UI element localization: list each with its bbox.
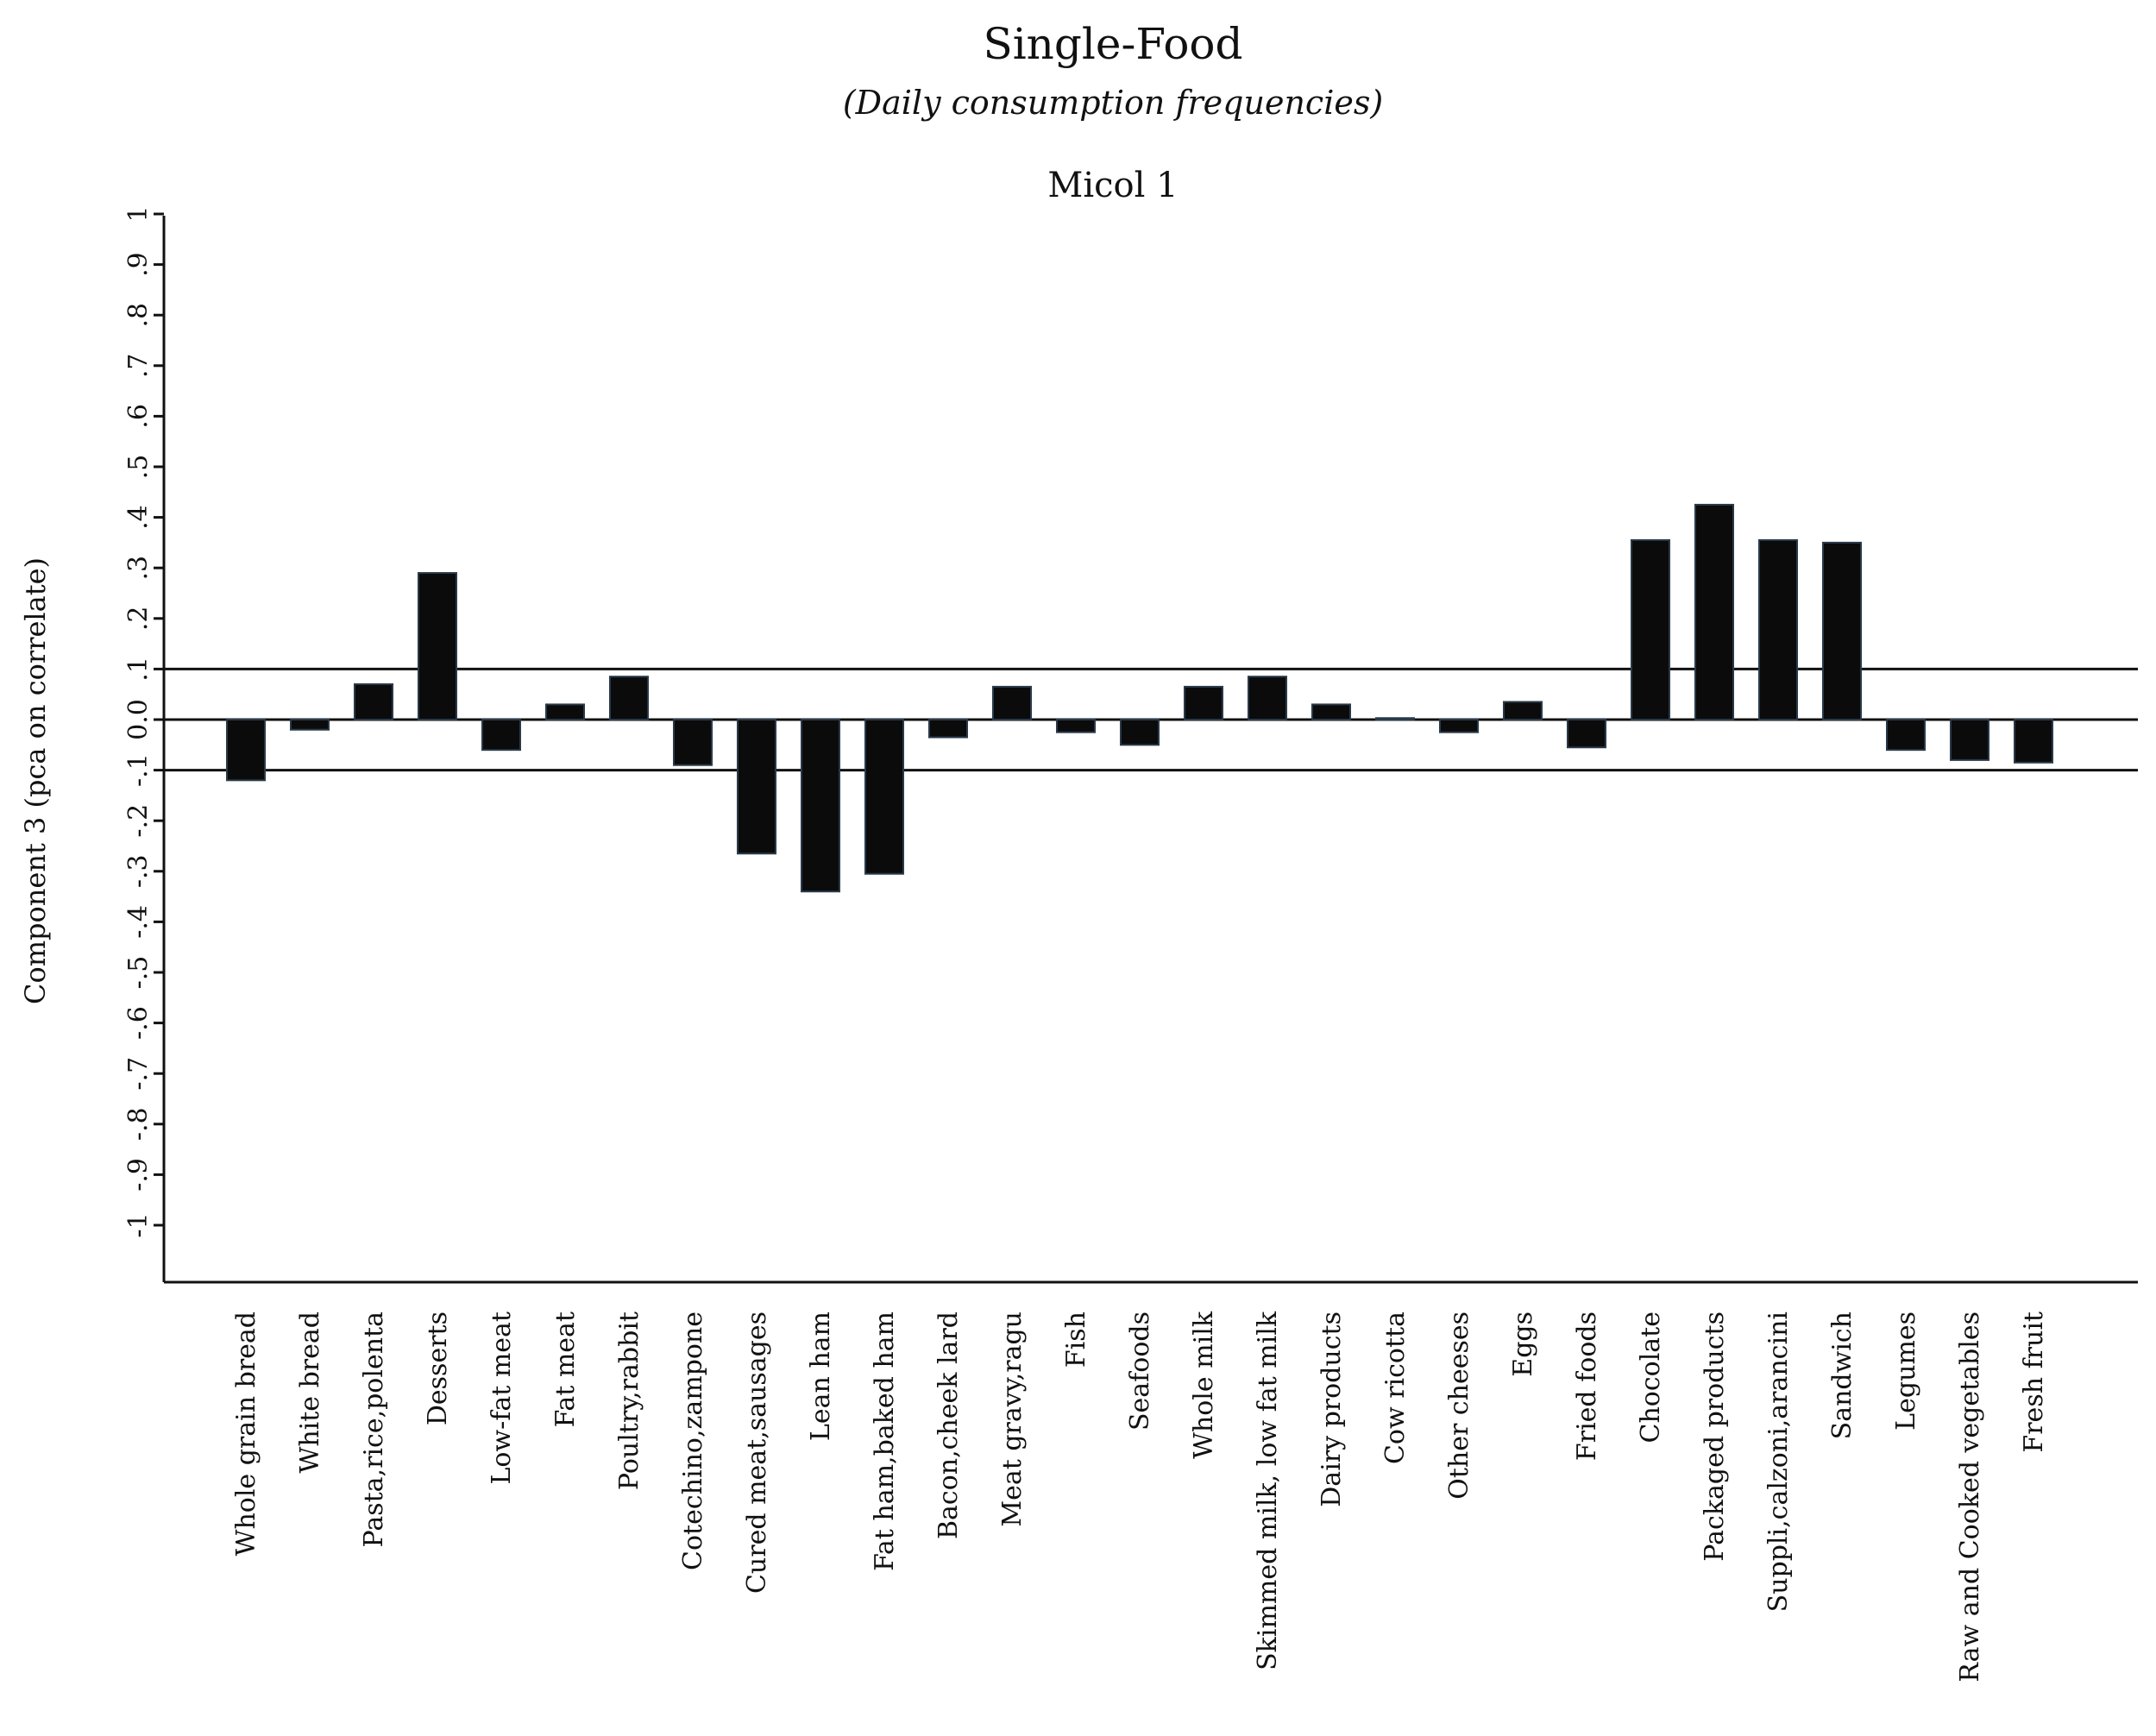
bar: [354, 682, 393, 720]
x-category-label: Suppli,calzoni,arancini: [1763, 1311, 1794, 1612]
bar: [1120, 719, 1160, 746]
chart-subtitle: (Daily consumption frequencies): [843, 84, 1383, 122]
bar: [418, 572, 457, 720]
x-category-label: Cotechino,zampone: [678, 1311, 708, 1570]
chart-title: Single-Food: [983, 19, 1242, 69]
y-axis-label: Component 3 (pca on correlate): [19, 557, 52, 1004]
bar: [1822, 541, 1862, 721]
y-tick-label: -.9: [123, 1158, 154, 1192]
bar: [2014, 719, 2053, 764]
x-category-label: Legumes: [1891, 1311, 1921, 1431]
x-category-label: Dairy products: [1317, 1311, 1347, 1507]
bar: [1056, 719, 1096, 733]
bar: [1503, 701, 1543, 720]
bar: [928, 719, 968, 739]
y-tick-label: -.2: [123, 804, 154, 838]
x-category-label: Skimmed milk, low fat milk: [1253, 1311, 1283, 1670]
y-tick-label: .7: [123, 353, 154, 378]
bar: [1631, 538, 1670, 720]
x-category-label: Eggs: [1508, 1311, 1538, 1377]
y-tick-label: .9: [123, 252, 154, 277]
bar: [481, 719, 521, 752]
x-category-label: Chocolate: [1636, 1311, 1666, 1444]
y-tick-label: -.8: [123, 1107, 154, 1141]
x-category-label: Fresh fruit: [2019, 1311, 2049, 1453]
bar: [737, 719, 776, 855]
y-tick-label: -.1: [123, 753, 154, 787]
bar: [1950, 719, 1989, 761]
bar: [1758, 538, 1798, 720]
bar: [864, 719, 904, 875]
x-category-label: Bacon,cheek lard: [933, 1311, 964, 1539]
y-tick-label: -.4: [123, 905, 154, 939]
y-tick-label: -.6: [123, 1006, 154, 1040]
bar: [992, 685, 1032, 720]
x-category-label: Fat meat: [550, 1311, 581, 1427]
y-tick-label: -.5: [123, 956, 154, 990]
bar: [1567, 719, 1606, 749]
x-category-label: Whole grain bread: [231, 1311, 261, 1556]
x-category-label: Whole milk: [1189, 1311, 1219, 1459]
y-tick-label: .4: [123, 505, 154, 530]
bar: [1886, 719, 1926, 752]
x-category-label: Fish: [1061, 1311, 1091, 1368]
x-category-label: Raw and Cooked vegetables: [1955, 1311, 1985, 1683]
y-tick-label: .5: [123, 455, 154, 480]
bar: [1311, 703, 1351, 720]
x-category-label: White bread: [295, 1311, 325, 1474]
x-category-label: Desserts: [423, 1311, 453, 1425]
bar: [290, 719, 330, 731]
x-category-label: Cured meat,sausages: [742, 1311, 772, 1594]
y-tick-label: .1: [123, 657, 154, 682]
bar: [226, 719, 266, 782]
y-tick-label: .3: [123, 556, 154, 581]
x-category-label: Meat gravy,ragu: [997, 1311, 1028, 1527]
bar: [673, 719, 713, 766]
y-tick-label: 0.0: [123, 699, 154, 740]
bar: [1184, 685, 1223, 720]
y-tick-label: 1: [123, 205, 154, 222]
x-category-label: Sandwich: [1827, 1311, 1857, 1439]
y-tick-label: -.3: [123, 854, 154, 888]
x-category-label: Other cheeses: [1444, 1311, 1474, 1500]
bar: [1439, 719, 1479, 733]
x-category-label: Seafoods: [1125, 1311, 1155, 1431]
y-tick-label: -1: [123, 1212, 154, 1237]
x-category-label: Pasta,rice,polenta: [359, 1311, 389, 1548]
bar: [609, 676, 649, 721]
y-tick-label: -.7: [123, 1057, 154, 1091]
y-tick-label: .2: [123, 606, 154, 631]
panel-title: Micol 1: [1047, 166, 1178, 205]
plot-area: 1 .9 .8 .7 .6 .5 .4 .3 .2 .1 0.0 -.1 -.2 -.3 -.4 -.5 -.6…: [123, 205, 2138, 1683]
x-category-label: Lean ham: [806, 1311, 836, 1441]
x-category-label: Poultry,rabbit: [614, 1311, 644, 1490]
bar: [1248, 676, 1287, 721]
x-category-label: Packaged products: [1700, 1311, 1730, 1562]
y-tick-label: .6: [123, 404, 154, 429]
bar: [1375, 717, 1415, 721]
x-category-label: Low-fat meat: [487, 1311, 517, 1485]
bar: [545, 703, 585, 720]
x-category-label: Fat ham,baked ham: [870, 1311, 900, 1571]
bar: [1694, 503, 1734, 721]
y-tick-label: .8: [123, 303, 154, 328]
x-category-label: Fried foods: [1572, 1311, 1602, 1461]
x-category-label: Cow ricotta: [1380, 1311, 1411, 1464]
bar: [801, 719, 840, 893]
